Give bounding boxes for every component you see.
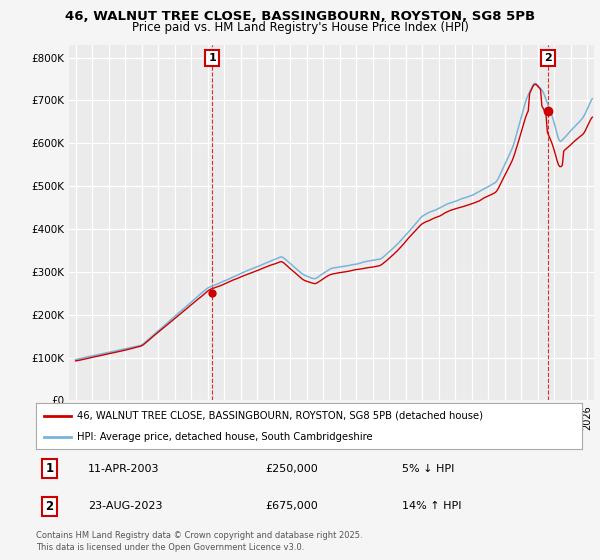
Text: 1: 1 xyxy=(46,462,54,475)
Text: 46, WALNUT TREE CLOSE, BASSINGBOURN, ROYSTON, SG8 5PB (detached house): 46, WALNUT TREE CLOSE, BASSINGBOURN, ROY… xyxy=(77,410,483,421)
Text: 46, WALNUT TREE CLOSE, BASSINGBOURN, ROYSTON, SG8 5PB: 46, WALNUT TREE CLOSE, BASSINGBOURN, ROY… xyxy=(65,10,535,22)
Text: Price paid vs. HM Land Registry's House Price Index (HPI): Price paid vs. HM Land Registry's House … xyxy=(131,21,469,34)
Text: 23-AUG-2023: 23-AUG-2023 xyxy=(88,501,163,511)
Text: 2: 2 xyxy=(46,500,54,513)
Text: HPI: Average price, detached house, South Cambridgeshire: HPI: Average price, detached house, Sout… xyxy=(77,432,373,442)
Text: £250,000: £250,000 xyxy=(265,464,318,474)
Text: 1: 1 xyxy=(208,53,216,63)
Text: 14% ↑ HPI: 14% ↑ HPI xyxy=(402,501,461,511)
Text: £675,000: £675,000 xyxy=(265,501,318,511)
Text: 5% ↓ HPI: 5% ↓ HPI xyxy=(402,464,454,474)
Text: 2: 2 xyxy=(545,53,553,63)
Text: Contains HM Land Registry data © Crown copyright and database right 2025.
This d: Contains HM Land Registry data © Crown c… xyxy=(36,531,362,552)
Text: 11-APR-2003: 11-APR-2003 xyxy=(88,464,160,474)
